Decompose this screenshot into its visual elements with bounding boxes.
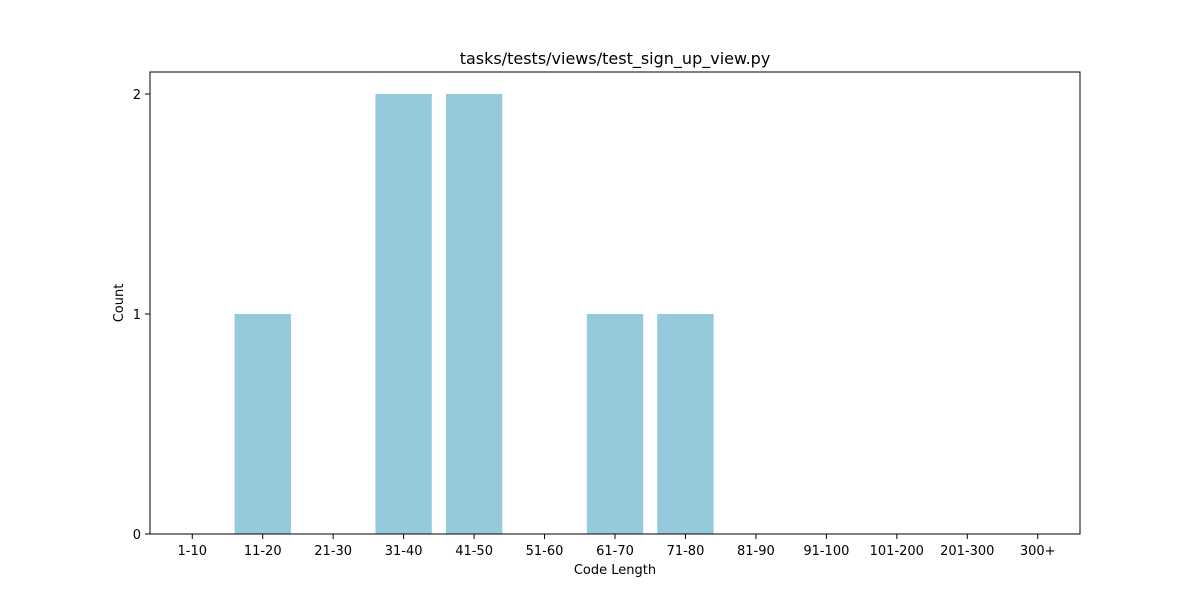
y-tick-label-1: 1: [133, 308, 141, 323]
bar-11-20: [234, 314, 291, 534]
x-tick-label-201-300: 201-300: [940, 544, 994, 559]
y-axis: 0 1 2: [133, 88, 150, 543]
x-tick-label-41-50: 41-50: [455, 544, 493, 559]
x-tick-label-51-60: 51-60: [526, 544, 564, 559]
y-axis-title: Count: [112, 284, 127, 323]
bar-61-70: [586, 314, 644, 534]
chart-title: tasks/tests/views/test_sign_up_view.py: [460, 49, 771, 69]
plot-frame: [149, 71, 1081, 535]
y-tick-label-0: 0: [133, 528, 141, 543]
x-tick-label-300plus: 300+: [1020, 544, 1056, 559]
bar-41-50: [445, 94, 503, 534]
bar-71-80: [657, 314, 714, 534]
x-tick-label-91-100: 91-100: [803, 544, 849, 559]
x-tick-label-101-200: 101-200: [870, 544, 924, 559]
x-axis-title: Code Length: [574, 563, 656, 578]
y-tick-label-2: 2: [133, 88, 141, 103]
x-tick-label-11-20: 11-20: [244, 544, 282, 559]
x-tick-label-71-80: 71-80: [667, 544, 705, 559]
x-tick-label-21-30: 21-30: [314, 544, 352, 559]
bars-group: [234, 94, 714, 534]
x-tick-label-1-10: 1-10: [178, 544, 208, 559]
x-tick-label-81-90: 81-90: [737, 544, 775, 559]
x-tick-label-61-70: 61-70: [596, 544, 634, 559]
x-tick-label-31-40: 31-40: [385, 544, 423, 559]
x-axis: 1-10 11-20 21-30 31-40 41-50 51-60 61-70 71-80 8…: [178, 534, 1056, 559]
bar-31-40: [375, 94, 432, 534]
